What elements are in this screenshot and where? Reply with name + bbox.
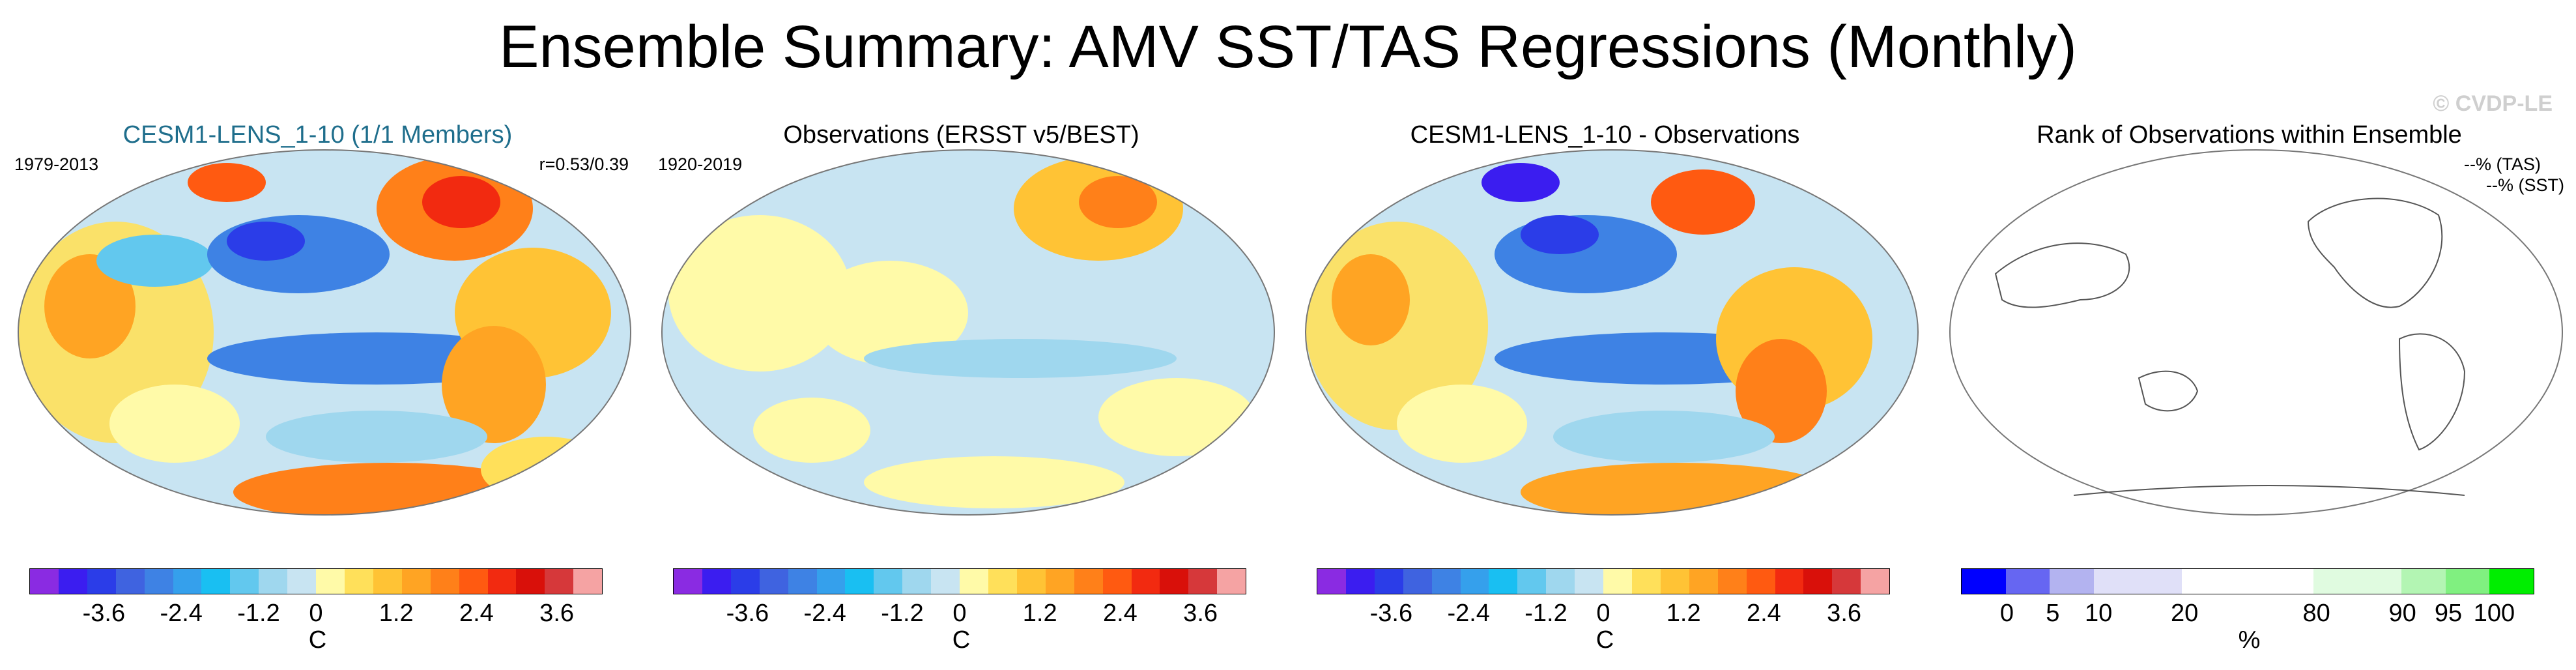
panel-title: Observations (ERSST v5/BEST): [783, 121, 1139, 149]
rank-map[interactable]: [1943, 143, 2569, 521]
units-label: %: [2238, 626, 2261, 654]
tick-label: 90: [2388, 600, 2416, 627]
tick-label: -2.4: [160, 600, 203, 627]
tick-label: 3.6: [539, 600, 575, 627]
panel-title: CESM1-LENS_1-10 - Observations: [1410, 121, 1800, 149]
panel-difference: CESM1-LENS_1-10 - Observations: [1287, 117, 1923, 665]
colorbar: [29, 568, 603, 594]
watermark: © CVDP-LE: [2433, 91, 2553, 116]
colorbar-ticks: -3.6 -2.4 -1.2 0 1.2 2.4 3.6: [673, 598, 1246, 637]
colorbar: [1317, 568, 1890, 594]
tick-label: 2.4: [459, 600, 494, 627]
tick-label: 2.4: [1746, 600, 1781, 627]
tick-label: 100: [2473, 600, 2515, 627]
difference-map[interactable]: [1299, 143, 1925, 521]
units-label: C: [308, 626, 327, 654]
panel-observations: Observations (ERSST v5/BEST) 1920-2019: [644, 117, 1279, 665]
tick-label: 95: [2434, 600, 2463, 627]
units-label: C: [952, 626, 971, 654]
tick-label: -1.2: [881, 600, 924, 627]
tick-label: -1.2: [237, 600, 280, 627]
panel-title: Rank of Observations within Ensemble: [2037, 121, 2462, 149]
tick-label: 20: [2171, 600, 2199, 627]
colorbar-ticks: -3.6 -2.4 -1.2 0 1.2 2.4 3.6: [29, 598, 603, 637]
tick-label: 3.6: [1827, 600, 1862, 627]
units-label: C: [1596, 626, 1614, 654]
regression-map[interactable]: [12, 143, 637, 521]
tick-label: 0: [1596, 600, 1610, 627]
correlation-label: r=0.53/0.39: [539, 154, 629, 174]
colorbar: [1961, 568, 2534, 594]
panel-title: CESM1-LENS_1-10 (1/1 Members): [122, 121, 513, 149]
tick-label: 5: [2046, 600, 2060, 627]
rank-sst-label: --% (SST): [2486, 175, 2564, 195]
tick-label: 10: [2085, 600, 2113, 627]
tick-label: -2.4: [803, 600, 846, 627]
period-label: 1920-2019: [658, 154, 743, 174]
tick-label: -1.2: [1524, 600, 1567, 627]
colorbar-ticks: 0 5 10 20 80 90 95 100: [1961, 598, 2534, 637]
panel-rank: Rank of Observations within Ensemble --%…: [1932, 117, 2567, 665]
tick-label: 0: [1999, 600, 2014, 627]
panel-model: CESM1-LENS_1-10 (1/1 Members) 1979-2013 …: [0, 117, 635, 665]
tick-label: 80: [2302, 600, 2330, 627]
colorbar: [673, 568, 1246, 594]
tick-label: 1.2: [1666, 600, 1701, 627]
figure-title: Ensemble Summary: AMV SST/TAS Regression…: [499, 14, 2077, 80]
tick-label: -3.6: [726, 600, 769, 627]
tick-label: 0: [309, 600, 323, 627]
tick-label: 1.2: [1022, 600, 1057, 627]
tick-label: 3.6: [1183, 600, 1218, 627]
regression-map[interactable]: [655, 143, 1281, 521]
tick-label: -3.6: [82, 600, 126, 627]
colorbar-ticks: -3.6 -2.4 -1.2 0 1.2 2.4 3.6: [1317, 598, 1890, 637]
tick-label: 2.4: [1102, 600, 1138, 627]
tick-label: -3.6: [1369, 600, 1413, 627]
period-label: 1979-2013: [14, 154, 99, 174]
tick-label: 1.2: [379, 600, 414, 627]
tick-label: 0: [952, 600, 967, 627]
rank-tas-label: --% (TAS): [2464, 154, 2541, 174]
tick-label: -2.4: [1447, 600, 1490, 627]
